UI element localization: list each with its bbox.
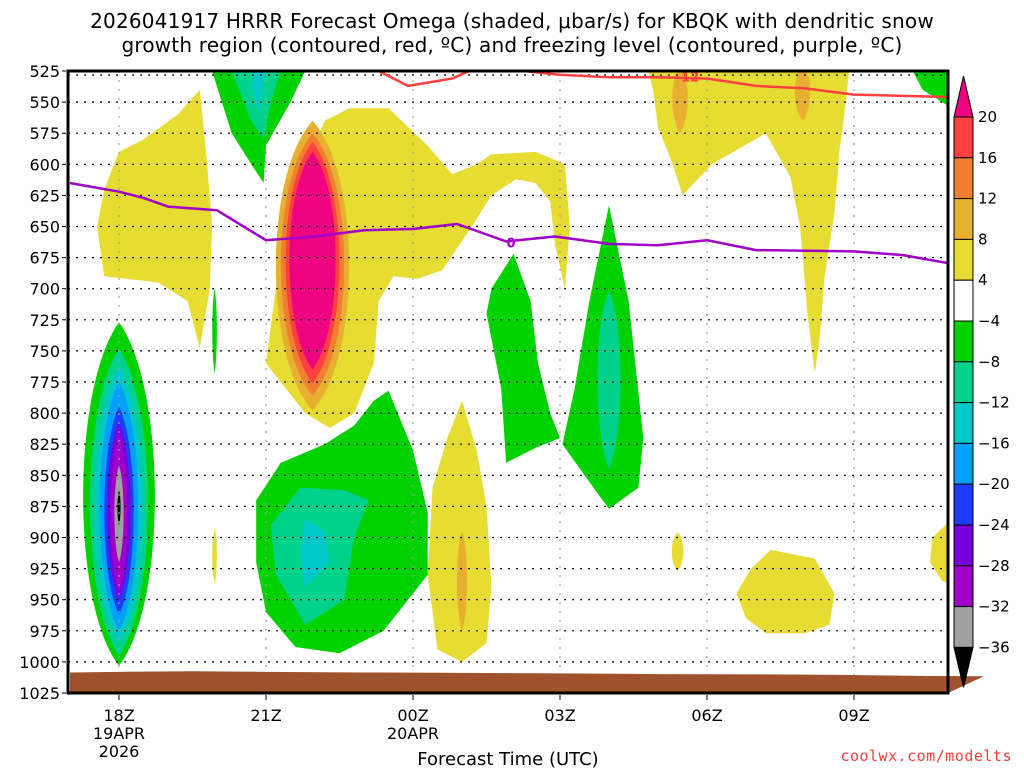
plot-frame <box>66 69 950 695</box>
colorbar-label-3: 8 <box>978 230 988 248</box>
x-tick-date-00Z: 20APR <box>387 724 439 743</box>
descent-0530z-small <box>671 532 684 572</box>
x-tick-label-21Z: 21Z <box>250 706 281 725</box>
x-tick-label-03Z: 03Z <box>544 706 575 725</box>
x-tick-label-00Z: 00Z <box>397 706 428 725</box>
colorbar-box-13 <box>953 606 974 648</box>
colorbar-box-12 <box>953 565 974 608</box>
colorbar-box-3 <box>953 198 974 240</box>
colorbar-arrow-max <box>953 75 974 118</box>
y-tick-label-775: 775 <box>29 373 60 392</box>
descent-01z-yellow <box>427 400 492 662</box>
descent-22z-yellow <box>266 108 570 429</box>
colorbar-label-8: −16 <box>978 434 1010 452</box>
y-tick-label-900: 900 <box>29 529 60 548</box>
y-axis: 525 550 575 600 625 650 675 700 725 750 775 800 825 8… <box>19 62 66 703</box>
ascent-18z-l9 <box>117 490 121 526</box>
descent-01z-gold <box>456 531 468 631</box>
y-tick-label-950: 950 <box>29 591 60 610</box>
y-tick-label-575: 575 <box>29 124 60 143</box>
terrain <box>70 671 984 693</box>
chart-title: 2026041917 HRRR Forecast Omega (shaded, … <box>0 9 1024 57</box>
colorbar-label-1: 16 <box>978 149 997 167</box>
freezing-level-0C-segment-0 <box>69 181 948 265</box>
descent-22z-magenta <box>289 151 336 370</box>
y-tick-label-925: 925 <box>29 560 60 579</box>
credit-text: coolwx.com/modelts <box>840 747 1012 765</box>
y-tick-label-750: 750 <box>29 342 60 361</box>
colorbar-label-6: −8 <box>978 353 1000 371</box>
colorbar-box-8 <box>953 402 974 444</box>
colorbar-box-2 <box>953 157 974 200</box>
y-tick-label-650: 650 <box>29 218 60 237</box>
contour-label-zero: 0 <box>506 237 515 252</box>
y-tick-label-1025: 1025 <box>19 684 60 703</box>
x-tick-date-18Z: 19APR <box>93 724 145 743</box>
y-tick-label-550: 550 <box>29 93 60 112</box>
y-tick-label-825: 825 <box>29 435 60 454</box>
colorbar-arrow-min <box>953 646 974 688</box>
colorbar-label-2: 12 <box>978 190 997 208</box>
colorbar-box-10 <box>953 483 974 526</box>
x-axis-title: Forecast Time (UTC) <box>417 749 598 768</box>
y-tick-label-800: 800 <box>29 404 60 423</box>
y-tick-label-675: 675 <box>29 249 60 268</box>
ascent-10z-g1 <box>912 71 948 106</box>
colorbar-box-6 <box>953 320 974 363</box>
colorbar-label-11: −28 <box>978 557 1010 575</box>
descent-0530z-gold-a <box>672 71 688 134</box>
y-tick-label-875: 875 <box>29 497 60 516</box>
colorbar-box-4 <box>953 238 974 281</box>
colorbar-box-7 <box>953 361 974 404</box>
y-tick-label-600: 600 <box>29 155 60 174</box>
ascent-lower-21z-cy <box>300 518 330 588</box>
ascent-20z-small <box>212 288 217 374</box>
y-tick-label-850: 850 <box>29 466 60 485</box>
colorbar-label-12: −32 <box>978 598 1010 616</box>
colorbar-box-11 <box>953 524 974 567</box>
y-tick-label-700: 700 <box>29 280 60 299</box>
descent-18z-upper <box>97 89 213 349</box>
omega-shading <box>83 71 948 666</box>
y-tick-label-525: 525 <box>29 62 60 81</box>
colorbar-box-5 <box>953 279 974 322</box>
colorbar: 20 16 12 8 4 −4 −8 −12 −16 −20 −24 −28 −32 −36 <box>953 75 1010 688</box>
y-tick-label-1000: 1000 <box>19 653 60 672</box>
ascent-04z-g2 <box>597 291 621 470</box>
chart-title-line-1: 2026041917 HRRR Forecast Omega (shaded, … <box>90 9 934 33</box>
descent-10z-blob <box>930 522 948 583</box>
ascent-0230z-g1 <box>486 253 560 463</box>
contour-lines: -12 0 <box>69 71 948 265</box>
terrain-fill <box>70 671 984 693</box>
descent-07z-blob <box>736 549 835 634</box>
y-tick-label-725: 725 <box>29 311 60 330</box>
x-tick-label-06Z: 06Z <box>691 706 722 725</box>
chart-title-line-2: growth region (contoured, red, ºC) and f… <box>121 33 903 57</box>
colorbar-label-10: −24 <box>978 516 1010 534</box>
x-tick-label-09Z: 09Z <box>838 706 869 725</box>
descent-20z-small <box>212 528 217 584</box>
contour-label-minus12: -12 <box>676 71 700 86</box>
x-tick-year-18Z: 2026 <box>99 742 140 761</box>
colorbar-label-5: −4 <box>978 312 1000 330</box>
colorbar-box-1 <box>953 116 974 159</box>
dendritic-growth-minus12C-segment-0 <box>378 71 473 88</box>
dendritic-growth-minus12C-segment-1 <box>510 71 948 99</box>
colorbar-label-13: −36 <box>978 638 1010 656</box>
descent-0530z-yellow <box>648 71 850 374</box>
colorbar-label-9: −20 <box>978 475 1010 493</box>
y-tick-label-975: 975 <box>29 622 60 641</box>
colorbar-label-7: −12 <box>978 394 1010 412</box>
x-tick-label-18Z: 18Z <box>103 706 134 725</box>
colorbar-label-0: 20 <box>978 108 997 126</box>
colorbar-box-9 <box>953 442 974 485</box>
descent-0530z-gold-b <box>794 71 811 121</box>
grid <box>68 71 948 693</box>
y-tick-label-625: 625 <box>29 186 60 205</box>
colorbar-label-4: 4 <box>978 271 988 289</box>
ascent-upper-20z-cy <box>251 71 266 115</box>
